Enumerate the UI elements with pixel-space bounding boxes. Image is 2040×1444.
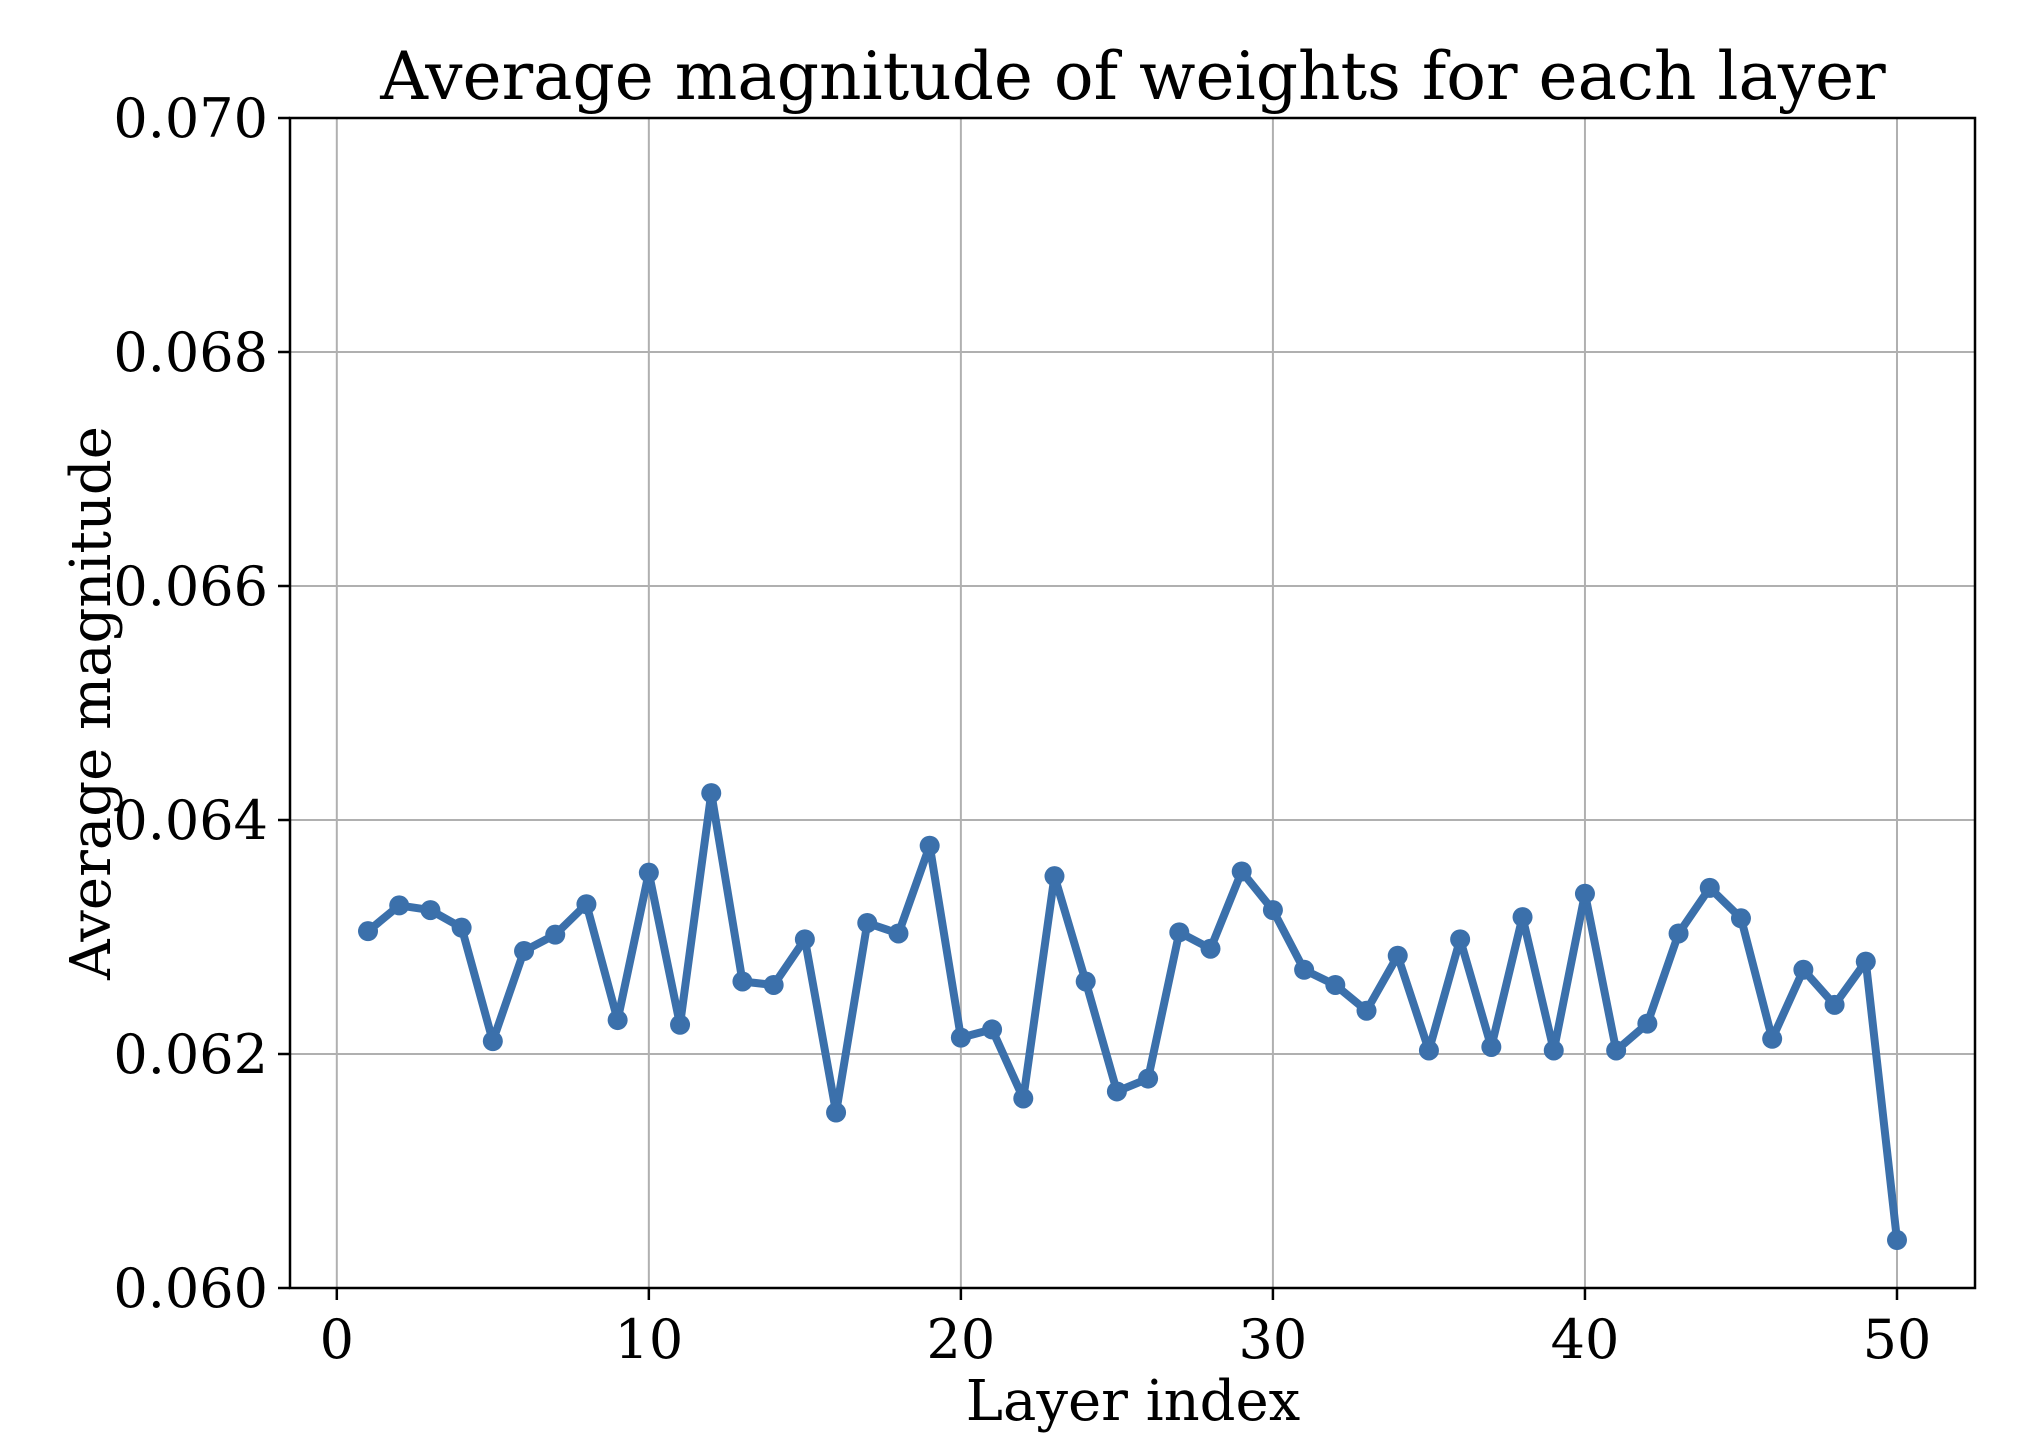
data-point (794, 929, 815, 950)
data-point (1730, 908, 1751, 929)
data-point (1075, 971, 1096, 992)
data-point (358, 921, 379, 942)
grid (290, 117, 1975, 1289)
data-point (763, 974, 784, 995)
data-point (420, 900, 441, 921)
data-point (732, 971, 753, 992)
data-point (482, 1031, 503, 1052)
y-axis-label: Average magnitude (59, 426, 124, 981)
data-point (1013, 1088, 1034, 1109)
x-tick-label: 10 (614, 1308, 683, 1371)
data-point (1574, 883, 1595, 904)
data-point (1793, 959, 1814, 980)
data-point (1668, 923, 1689, 944)
data-point (701, 783, 722, 804)
data-point (1762, 1028, 1783, 1049)
data-point (1231, 861, 1252, 882)
data-point (1699, 877, 1720, 898)
data-point (982, 1019, 1003, 1040)
plot-frame (288, 116, 1977, 1290)
x-axis-label: Layer index (966, 1369, 1300, 1434)
data-point (1138, 1068, 1159, 1089)
data-point (1356, 1000, 1377, 1021)
y-tick-label: 0.062 (113, 1023, 268, 1086)
axis-ticks: 0 10 20 30 40 50 0.060 0.062 0.064 0.066 0.068 0.07… (113, 87, 1931, 1371)
x-tick-label: 0 (320, 1308, 354, 1371)
chart-title: Average magnitude of weights for each la… (379, 38, 1886, 115)
data-point (1450, 929, 1471, 950)
data-point (1106, 1081, 1127, 1102)
data-point (1481, 1036, 1502, 1057)
x-tick-label: 50 (1863, 1308, 1932, 1371)
data-point (607, 1010, 628, 1031)
x-tick-label: 30 (1239, 1308, 1308, 1371)
data-point (451, 917, 472, 938)
data-point (1606, 1040, 1627, 1061)
x-tick-label: 20 (927, 1308, 996, 1371)
data-point (545, 924, 566, 945)
data-point (1294, 959, 1315, 980)
data-point (857, 912, 878, 933)
y-tick-label: 0.070 (113, 87, 268, 150)
data-point (1855, 951, 1876, 972)
y-tick-label: 0.060 (113, 1257, 268, 1320)
data-point (1886, 1230, 1907, 1251)
data-point (950, 1027, 971, 1048)
data-point (1512, 907, 1533, 928)
series-line (364, 789, 1901, 1244)
data-point (1824, 994, 1845, 1015)
data-point (1543, 1040, 1564, 1061)
series-layer (358, 783, 1907, 1251)
data-point (1200, 938, 1221, 959)
data-point (1262, 900, 1283, 921)
data-point (638, 862, 659, 883)
y-tick-label: 0.068 (113, 321, 268, 384)
y-tick-label: 0.064 (113, 789, 268, 852)
data-point (1387, 945, 1408, 966)
data-point (1418, 1040, 1439, 1061)
data-point (1325, 974, 1346, 995)
data-point (389, 895, 410, 916)
data-point (576, 894, 597, 915)
x-tick-label: 40 (1551, 1308, 1620, 1371)
data-point (670, 1014, 691, 1035)
data-point (514, 941, 535, 962)
data-point (919, 835, 940, 856)
y-tick-label: 0.066 (113, 555, 268, 618)
data-point (1637, 1013, 1658, 1034)
data-point (826, 1102, 847, 1123)
data-point (1169, 922, 1190, 943)
data-point (1044, 866, 1065, 887)
data-point (888, 923, 909, 944)
